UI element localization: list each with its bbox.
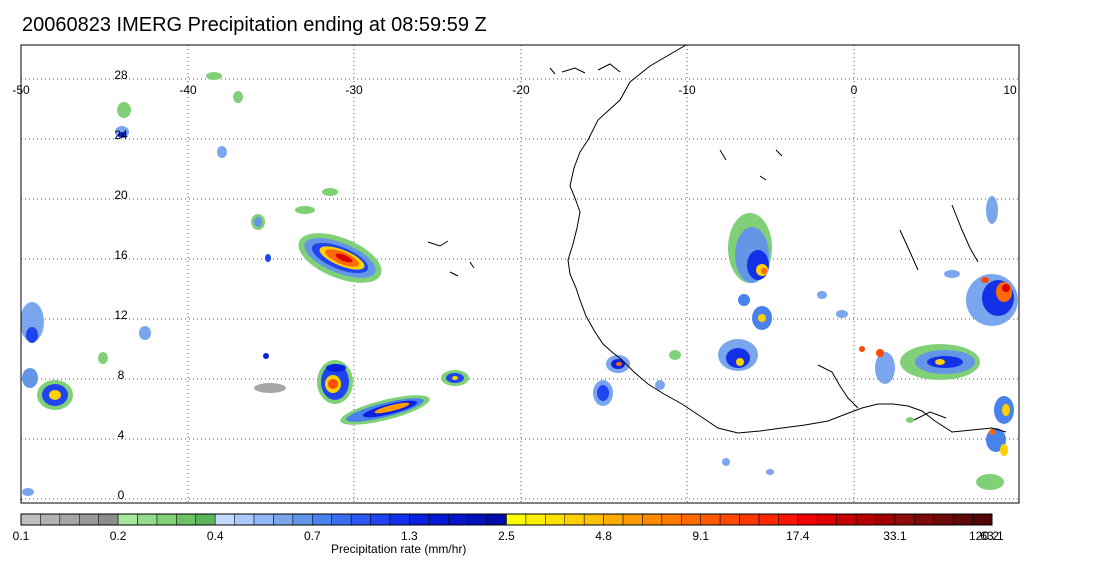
colorbar-tick-label: 0.4 [207,529,224,543]
longitude-labels: -50 -40 -30 -20 -10 0 10 [12,83,1017,97]
colorbar-swatch [59,513,80,526]
colorbar-swatch [933,513,954,526]
colorbar-frame [20,513,993,526]
colorbar-swatch [545,513,566,526]
colorbar-swatch [972,513,993,526]
colorbar-swatch [681,513,701,526]
map-grid [21,45,1019,503]
colorbar-swatch [253,513,274,526]
colorbar-tick-label: 0.2 [110,529,127,543]
colorbar-swatch [778,513,799,526]
colorbar-swatch [312,513,332,526]
lon-label: 0 [851,83,858,97]
colorbar-swatch [719,513,740,526]
colorbar-swatch [855,513,876,526]
lat-label: 12 [114,308,128,322]
colorbar-label: Precipitation rate (mm/hr) [331,542,467,556]
colorbar-swatch [195,513,216,526]
colorbar-swatch [370,513,391,526]
colorbar-swatch [98,513,119,526]
colorbar-swatch [156,513,177,526]
precipitation-cells [21,72,1018,496]
lat-label: 16 [114,248,128,262]
lon-label: -30 [345,83,363,97]
colorbar-swatch [894,513,915,526]
colorbar-tick-label: 120.2 [969,529,999,543]
colorbar-swatch [40,513,61,526]
lon-label: 10 [1003,83,1017,97]
colorbar-swatch [486,513,507,526]
colorbar-swatch [564,513,585,526]
lon-label: -40 [179,83,197,97]
colorbar-swatch [447,513,468,526]
colorbar-tick-label: 1.3 [401,529,418,543]
colorbar-swatch [137,513,158,526]
lat-label: 24 [114,128,128,142]
colorbar-swatch [525,513,546,526]
colorbar-swatch [583,513,604,526]
colorbar-swatch [214,513,235,526]
colorbar-swatch [292,513,313,526]
lat-label: 0 [118,488,125,502]
colorbar-swatch [331,513,352,526]
latitude-labels: 28 24 20 16 12 8 4 0 [114,68,128,502]
colorbar-swatches [20,513,993,526]
colorbar-swatch [273,513,294,526]
colorbar-swatch [428,513,449,526]
colorbar-swatch [700,513,721,526]
colorbar-tick-label: 2.5 [498,529,515,543]
colorbar-swatch [739,513,760,526]
lat-label: 20 [114,188,128,202]
colorbar-swatch [389,513,410,526]
colorbar-swatch [603,513,624,526]
colorbar-tick-label: 0.7 [304,529,321,543]
colorbar-swatch [836,513,857,526]
colorbar-swatch [117,513,138,526]
colorbar-tick-label: 33.1 [883,529,907,543]
lon-label: -10 [678,83,696,97]
colorbar-swatch [622,513,643,526]
lat-label: 28 [114,68,128,82]
map-frame [20,44,1020,504]
lon-label: -20 [512,83,530,97]
colorbar-swatch [79,513,99,526]
colorbar-swatch [797,513,818,526]
colorbar-swatch [875,513,896,526]
lon-label: -50 [12,83,30,97]
lat-label: 4 [118,428,125,442]
colorbar-swatch [350,513,371,526]
colorbar-swatch [661,513,682,526]
colorbar-tick-label: 17.4 [786,529,810,543]
colorbar-swatch [914,513,934,526]
colorbar-swatch [642,513,663,526]
colorbar-swatch [467,513,488,526]
colorbar-swatch [952,513,973,526]
lat-label: 8 [118,368,125,382]
colorbar-swatch [816,513,837,526]
colorbar-swatch [758,513,779,526]
map-title: 20060823 IMERG Precipitation ending at 0… [22,14,487,36]
colorbar-swatch [20,513,41,526]
colorbar-swatch [176,513,197,526]
colorbar-tick-label: 9.1 [692,529,709,543]
colorbar-tick-labels: 0.1 0.2 0.4 0.7 1.3 2.5 4.8 9.1 17.4 33.1 63.1120.… [13,529,1004,543]
colorbar-tick-label: 0.1 [13,529,30,543]
colorbar-tick-label: 63.1 [980,529,1004,543]
coastline [21,45,1007,501]
colorbar-swatch [409,513,430,526]
colorbar-swatch [234,513,255,526]
colorbar-swatch [506,513,527,526]
colorbar-tick-label: 4.8 [595,529,612,543]
